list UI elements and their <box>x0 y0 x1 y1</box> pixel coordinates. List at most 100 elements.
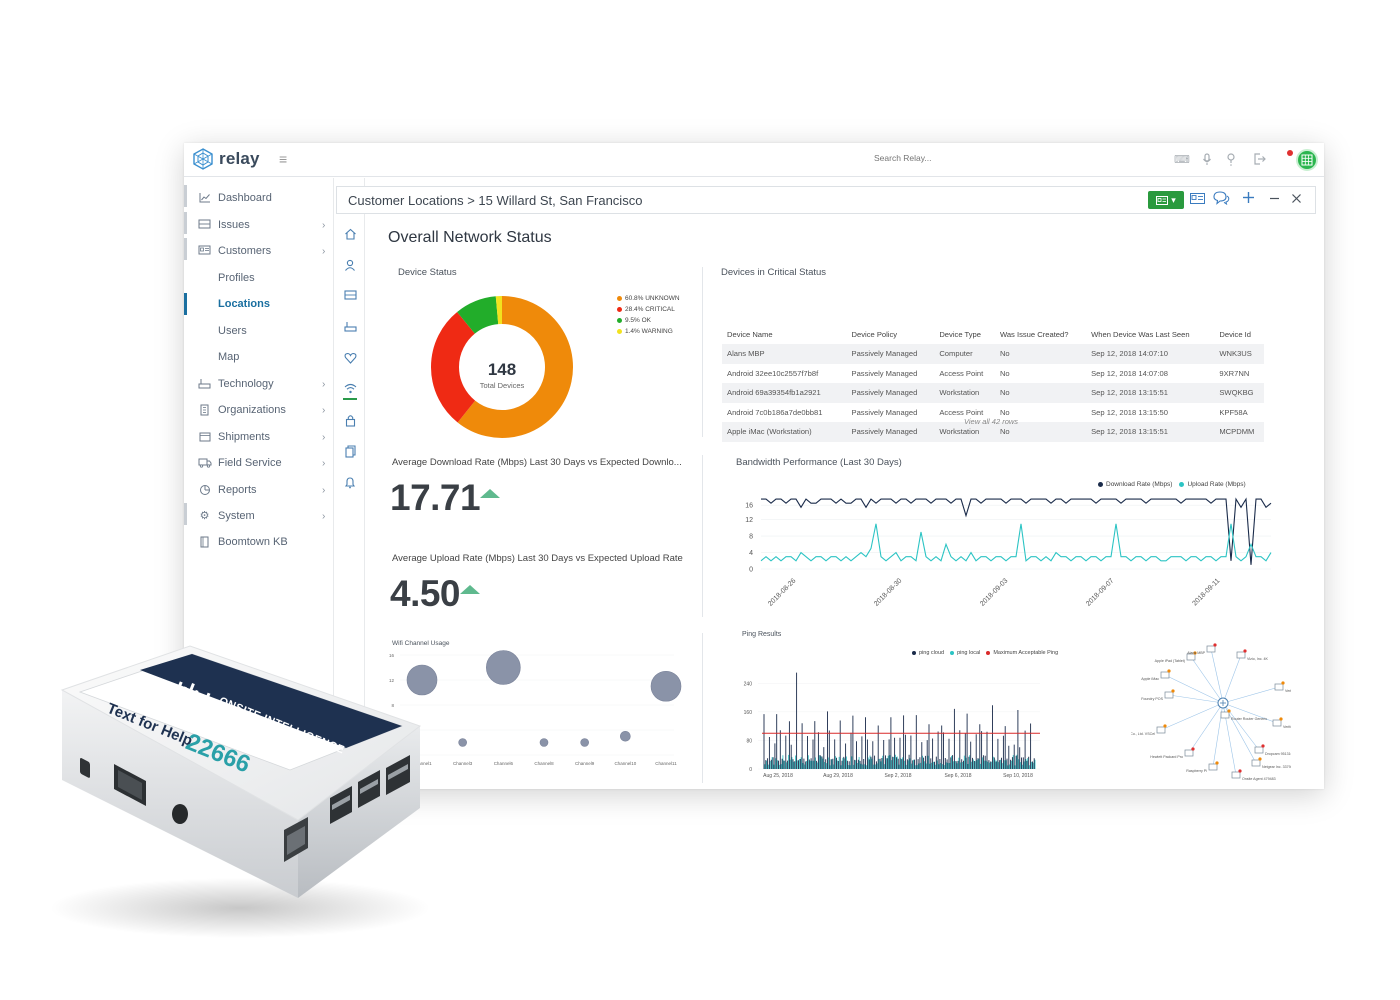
router-icon[interactable] <box>343 321 357 335</box>
table-cell: Android 69a39354fb1a2921 <box>722 383 847 403</box>
donut-slice-critical[interactable] <box>431 311 476 423</box>
table-row[interactable]: Alans MBP Passively Managed Computer No Sep … <box>722 344 1264 364</box>
user-icon[interactable] <box>343 259 357 273</box>
table-cell: Passively Managed <box>851 368 918 378</box>
donut-slice-ok[interactable] <box>457 296 499 335</box>
lock-icon[interactable] <box>343 414 357 428</box>
table-cell: Passively Managed <box>846 344 935 364</box>
add-icon[interactable] <box>1239 191 1257 209</box>
home-icon[interactable] <box>343 228 357 242</box>
network-topology[interactable]: Apple iPad (Tablet) Vizio, Inc. 4K Verifon… <box>1131 635 1291 785</box>
topology-link <box>1222 686 1280 704</box>
logout-icon[interactable] <box>1252 153 1266 167</box>
sidebar-subitem-locations[interactable]: Locations <box>184 293 334 315</box>
sidebar-item-boomtown-kb[interactable]: Boomtown KB <box>184 531 334 553</box>
relay-logo[interactable]: relay <box>192 148 260 170</box>
series-ping-local <box>764 754 1036 769</box>
table-header[interactable]: When Device Was Last Seen <box>1091 329 1190 339</box>
x-tick-label: Channel11 <box>655 761 677 766</box>
table-cell: Sep 12, 2018 13:15:51 <box>1086 383 1215 403</box>
sidebar-subitem-map[interactable]: Map <box>184 346 334 368</box>
y-tick-label: 0 <box>749 567 753 574</box>
minimize-icon[interactable] <box>1265 191 1283 209</box>
sidebar-item-customers[interactable]: Customers › <box>184 240 334 262</box>
sidebar-subitem-users[interactable]: Users <box>184 320 334 342</box>
close-icon[interactable] <box>1287 191 1305 209</box>
wifi-title: Wifi Channel Usage <box>392 640 450 647</box>
y-tick-label: 0 <box>749 767 752 773</box>
sidebar-item-reports[interactable]: Reports › <box>184 479 334 501</box>
critical-devices-title: Devices in Critical Status <box>721 267 827 278</box>
y-tick-label: 8 <box>391 703 394 708</box>
chevron-right-icon: › <box>322 219 326 231</box>
hamburger-menu-icon[interactable]: ≡ <box>279 151 288 167</box>
table-cell: KPF58A <box>1219 407 1248 417</box>
id-card-icon <box>1156 195 1169 205</box>
wifi-channel-chart: 0481216Channel1Channel3Channel6Channel8C… <box>389 650 682 766</box>
table-cell: Sep 12, 2018 14:07:08 <box>1091 368 1168 378</box>
app-window: relay ≡ ⌨ <box>184 143 1324 789</box>
x-tick-label: Aug 29, 2018 <box>823 773 853 779</box>
sidebar-item-dashboard[interactable]: Dashboard <box>184 187 334 209</box>
sidebar-item-field-service[interactable]: Field Service › <box>184 452 334 474</box>
id-card-icon[interactable] <box>1188 191 1206 209</box>
table-header-row: Device Name Device Policy Device Type Wa… <box>722 324 1264 344</box>
sidebar-item-technology[interactable]: Technology › <box>184 373 334 395</box>
sidebar-item-bar <box>184 503 187 525</box>
device-node-icon <box>1206 645 1216 653</box>
table-header[interactable]: Device Name <box>727 329 773 339</box>
status-dot <box>1191 747 1195 751</box>
sidebar-item-shipments[interactable]: Shipments › <box>184 426 334 448</box>
search-input[interactable] <box>874 153 994 163</box>
table-header[interactable]: Device Id <box>1219 329 1252 339</box>
chevron-right-icon: › <box>322 457 326 469</box>
table-row[interactable]: Android 32ee10c2557f7b8f Passively Manage… <box>722 364 1264 384</box>
keyboard-icon[interactable]: ⌨ <box>1174 154 1190 166</box>
table-cell: No <box>999 368 1010 378</box>
table-cell: No <box>994 344 1087 364</box>
x-tick-label: Sep 6, 2018 <box>945 773 972 779</box>
sidebar-item-system[interactable]: ⚙ System › <box>184 505 334 527</box>
heart-pulse-icon[interactable] <box>343 352 357 366</box>
chat-icon[interactable] <box>1212 191 1230 209</box>
y-tick-label: 16 <box>389 653 395 658</box>
x-tick-label: Sep 10, 2018 <box>1003 773 1033 779</box>
legend-label: 1.4% WARNING <box>625 328 673 335</box>
ping-title: Ping Results <box>742 631 782 638</box>
table-header[interactable]: Device Type <box>939 329 981 339</box>
donut-slice-unknown[interactable] <box>457 296 573 438</box>
device-node-icon <box>1274 683 1284 691</box>
series-line-download <box>761 497 1272 565</box>
table-header[interactable]: Was Issue Created? <box>999 329 1069 339</box>
ticket-icon[interactable] <box>343 290 357 304</box>
table-row[interactable]: Android 69a39354fb1a2921 Passively Manage… <box>722 383 1264 403</box>
table-header[interactable]: Device Policy <box>851 329 898 339</box>
device-node-label: Router Router Generic <box>1231 717 1267 721</box>
device-node-icon <box>1156 726 1166 734</box>
bell-icon[interactable] <box>343 476 357 490</box>
bubble-channel8 <box>539 738 549 747</box>
status-dot <box>1243 649 1247 653</box>
arrow-up-icon <box>460 585 480 594</box>
sidebar-subitem-profiles[interactable]: Profiles <box>184 267 334 289</box>
copy-icon[interactable] <box>343 445 357 459</box>
table-cell: No <box>994 383 1087 403</box>
wifi-icon[interactable] <box>343 383 357 400</box>
help-icon[interactable] <box>1224 153 1238 167</box>
table-cell: 9XR7NN <box>1219 368 1250 378</box>
view-all-link[interactable]: View all 42 rows <box>964 417 1019 426</box>
view-dropdown-button[interactable]: ▾ <box>1148 191 1184 209</box>
table-row[interactable]: Android 7c0b186a7de0bb81 Passively Manage… <box>722 403 1264 423</box>
ticket-icon <box>198 219 211 232</box>
sidebar-item-issues[interactable]: Issues › <box>184 214 334 236</box>
status-dot <box>1281 681 1285 685</box>
user-avatar[interactable] <box>1296 149 1318 171</box>
table-row[interactable]: Apple iMac (Workstation) Passively Manage… <box>722 422 1264 442</box>
microphone-icon[interactable] <box>1200 153 1214 167</box>
box-icon <box>198 431 211 444</box>
topology-link <box>1222 654 1242 704</box>
status-dot <box>1215 761 1219 765</box>
sidebar-item-organizations[interactable]: Organizations › <box>184 399 334 421</box>
status-dot <box>1258 757 1262 761</box>
